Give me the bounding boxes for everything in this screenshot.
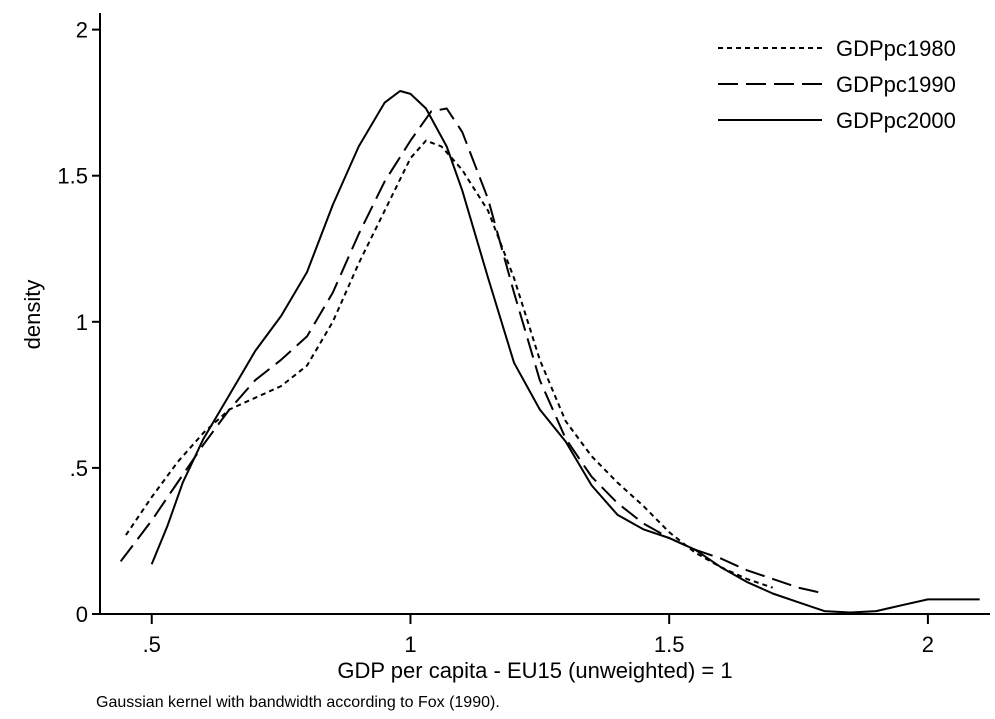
legend: GDPpc1980 GDPpc1990 GDPpc2000 [718, 36, 956, 133]
x-tick-label: 2 [922, 632, 934, 657]
legend-label: GDPpc1990 [836, 72, 956, 97]
legend-label: GDPpc2000 [836, 108, 956, 133]
x-axis-title: GDP per capita - EU15 (unweighted) = 1 [337, 658, 732, 683]
x-tick-label: 1.5 [654, 632, 685, 657]
y-tick-label: 2 [76, 18, 88, 43]
y-tick-label: 0 [76, 602, 88, 627]
y-tick-label: 1.5 [57, 164, 88, 189]
series-line-gdppc1990 [119, 107, 825, 595]
y-axis-title: density [20, 280, 45, 350]
x-tick-label: 1 [404, 632, 416, 657]
figure-note: Gaussian kernel with bandwidth according… [96, 694, 500, 711]
y-tick-label: .5 [70, 456, 88, 481]
y-tick-label: 1 [76, 310, 88, 335]
series-line-gdppc1980 [125, 139, 774, 589]
x-tick-label: .5 [143, 632, 161, 657]
series-line-gdppc2000 [150, 90, 980, 614]
axes: 0 .5 1 1.5 2 .5 1 1.5 2 GDP per capita - EU15 (un… [20, 13, 990, 683]
legend-label: GDPpc1980 [836, 36, 956, 61]
series-group [119, 90, 980, 614]
